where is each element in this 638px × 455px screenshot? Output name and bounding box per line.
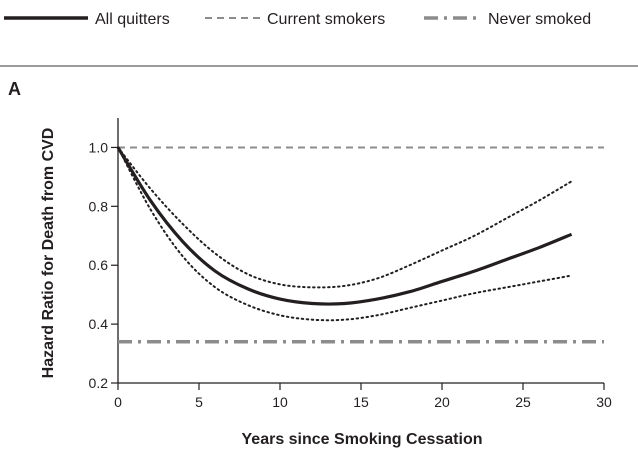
x-ticks: 0 5 10 15 20 25 30 xyxy=(114,383,612,410)
confidence-bound-line xyxy=(117,146,573,289)
x-tick-label: 30 xyxy=(596,394,612,410)
y-tick-label: 0.6 xyxy=(89,257,109,273)
x-tick-label: 25 xyxy=(515,394,531,410)
x-tick-label: 10 xyxy=(272,394,288,410)
y-ticks: 0.2 0.4 0.6 0.8 1.0 xyxy=(89,139,118,391)
x-tick-label: 20 xyxy=(434,394,450,410)
confidence-bound-line xyxy=(117,146,573,322)
x-tick-label: 5 xyxy=(195,394,203,410)
legend: All quitters Current smokers Never smoke… xyxy=(4,11,591,28)
legend-label-current-smokers: Current smokers xyxy=(267,11,385,28)
legend-label-all-quitters: All quitters xyxy=(95,11,170,28)
legend-label-never-smoked: Never smoked xyxy=(488,11,591,28)
x-tick-label: 0 xyxy=(114,394,122,410)
y-tick-label: 0.2 xyxy=(89,375,109,391)
y-tick-label: 0.4 xyxy=(89,316,109,332)
y-tick-label: 1.0 xyxy=(89,139,109,155)
panel-label: A xyxy=(8,79,21,99)
x-axis-label: Years since Smoking Cessation xyxy=(242,431,483,448)
x-tick-label: 15 xyxy=(353,394,369,410)
series-layer xyxy=(116,146,604,344)
y-axis-label: Hazard Ratio for Death from CVD xyxy=(40,128,57,379)
all-quitters-line xyxy=(116,146,573,306)
y-tick-label: 0.8 xyxy=(89,198,109,214)
